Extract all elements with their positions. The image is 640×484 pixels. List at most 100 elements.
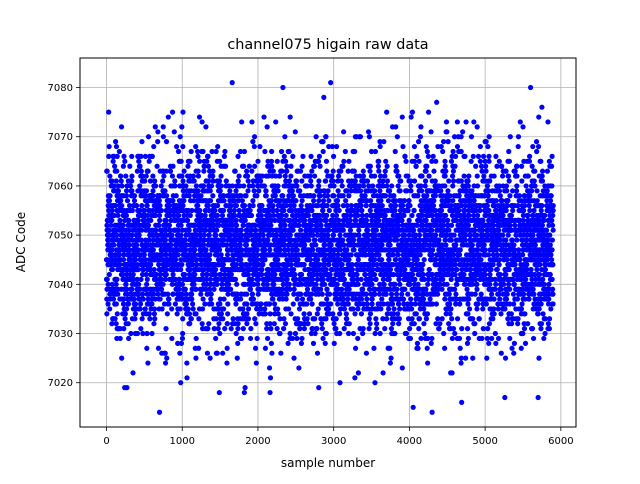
data-point <box>119 203 124 208</box>
data-point <box>471 154 476 159</box>
data-point <box>324 169 329 174</box>
data-point <box>281 326 286 331</box>
data-point <box>365 178 370 183</box>
data-point <box>368 321 373 326</box>
data-point <box>406 198 411 203</box>
data-point <box>265 336 270 341</box>
data-point <box>415 341 420 346</box>
data-point <box>134 242 139 247</box>
data-point <box>107 173 112 178</box>
data-point <box>341 193 346 198</box>
data-point <box>405 173 410 178</box>
data-point <box>183 237 188 242</box>
data-point <box>361 183 366 188</box>
data-point <box>337 311 342 316</box>
data-point <box>418 252 423 257</box>
data-point <box>400 365 405 370</box>
data-point <box>415 193 420 198</box>
data-point <box>308 257 313 262</box>
data-point <box>236 321 241 326</box>
data-point <box>342 306 347 311</box>
data-point <box>225 311 230 316</box>
data-point <box>300 154 305 159</box>
data-point <box>225 346 230 351</box>
data-point <box>133 311 138 316</box>
data-point <box>119 356 124 361</box>
data-point <box>394 292 399 297</box>
data-point <box>180 282 185 287</box>
data-point <box>198 193 203 198</box>
data-point <box>290 188 295 193</box>
data-point <box>183 247 188 252</box>
data-point <box>300 198 305 203</box>
data-point <box>224 178 229 183</box>
data-point <box>351 331 356 336</box>
data-point <box>239 228 244 233</box>
data-point <box>284 213 289 218</box>
data-point <box>199 119 204 124</box>
data-point <box>469 159 474 164</box>
data-point <box>241 164 246 169</box>
data-point <box>414 164 419 169</box>
data-point <box>424 218 429 223</box>
data-point <box>446 228 451 233</box>
data-point <box>173 257 178 262</box>
data-point <box>119 183 124 188</box>
data-point <box>233 169 238 174</box>
data-point <box>289 262 294 267</box>
data-point <box>252 144 257 149</box>
data-point <box>316 385 321 390</box>
data-point <box>443 242 448 247</box>
data-point <box>292 287 297 292</box>
data-point <box>331 154 336 159</box>
data-point <box>449 316 454 321</box>
data-point <box>313 331 318 336</box>
data-point <box>287 282 292 287</box>
data-point <box>302 262 307 267</box>
data-point <box>146 223 151 228</box>
data-point <box>180 331 185 336</box>
data-point <box>455 316 460 321</box>
data-point <box>296 365 301 370</box>
data-point <box>163 360 168 365</box>
data-point <box>310 301 315 306</box>
data-point <box>259 301 264 306</box>
data-point <box>118 173 123 178</box>
data-point <box>204 159 209 164</box>
data-point <box>242 203 247 208</box>
data-point <box>428 129 433 134</box>
data-point <box>441 331 446 336</box>
data-point <box>351 247 356 252</box>
data-point <box>121 164 126 169</box>
data-point <box>168 169 173 174</box>
data-point <box>465 311 470 316</box>
data-point <box>312 237 317 242</box>
data-point <box>138 154 143 159</box>
data-point <box>163 351 168 356</box>
data-point <box>372 380 377 385</box>
data-point <box>317 154 322 159</box>
data-point <box>347 287 352 292</box>
data-point <box>156 223 161 228</box>
data-point <box>130 208 135 213</box>
data-point <box>159 287 164 292</box>
data-point <box>391 193 396 198</box>
data-point <box>172 183 177 188</box>
data-point <box>252 188 257 193</box>
data-point <box>383 169 388 174</box>
data-point <box>233 188 238 193</box>
data-point <box>429 336 434 341</box>
data-point <box>123 316 128 321</box>
data-point <box>464 287 469 292</box>
data-point <box>442 183 447 188</box>
data-point <box>201 296 206 301</box>
data-point <box>283 159 288 164</box>
data-point <box>359 296 364 301</box>
data-point <box>293 129 298 134</box>
data-point <box>394 164 399 169</box>
data-point <box>394 237 399 242</box>
data-point <box>346 301 351 306</box>
data-point <box>396 173 401 178</box>
data-point <box>156 262 161 267</box>
data-point <box>268 223 273 228</box>
